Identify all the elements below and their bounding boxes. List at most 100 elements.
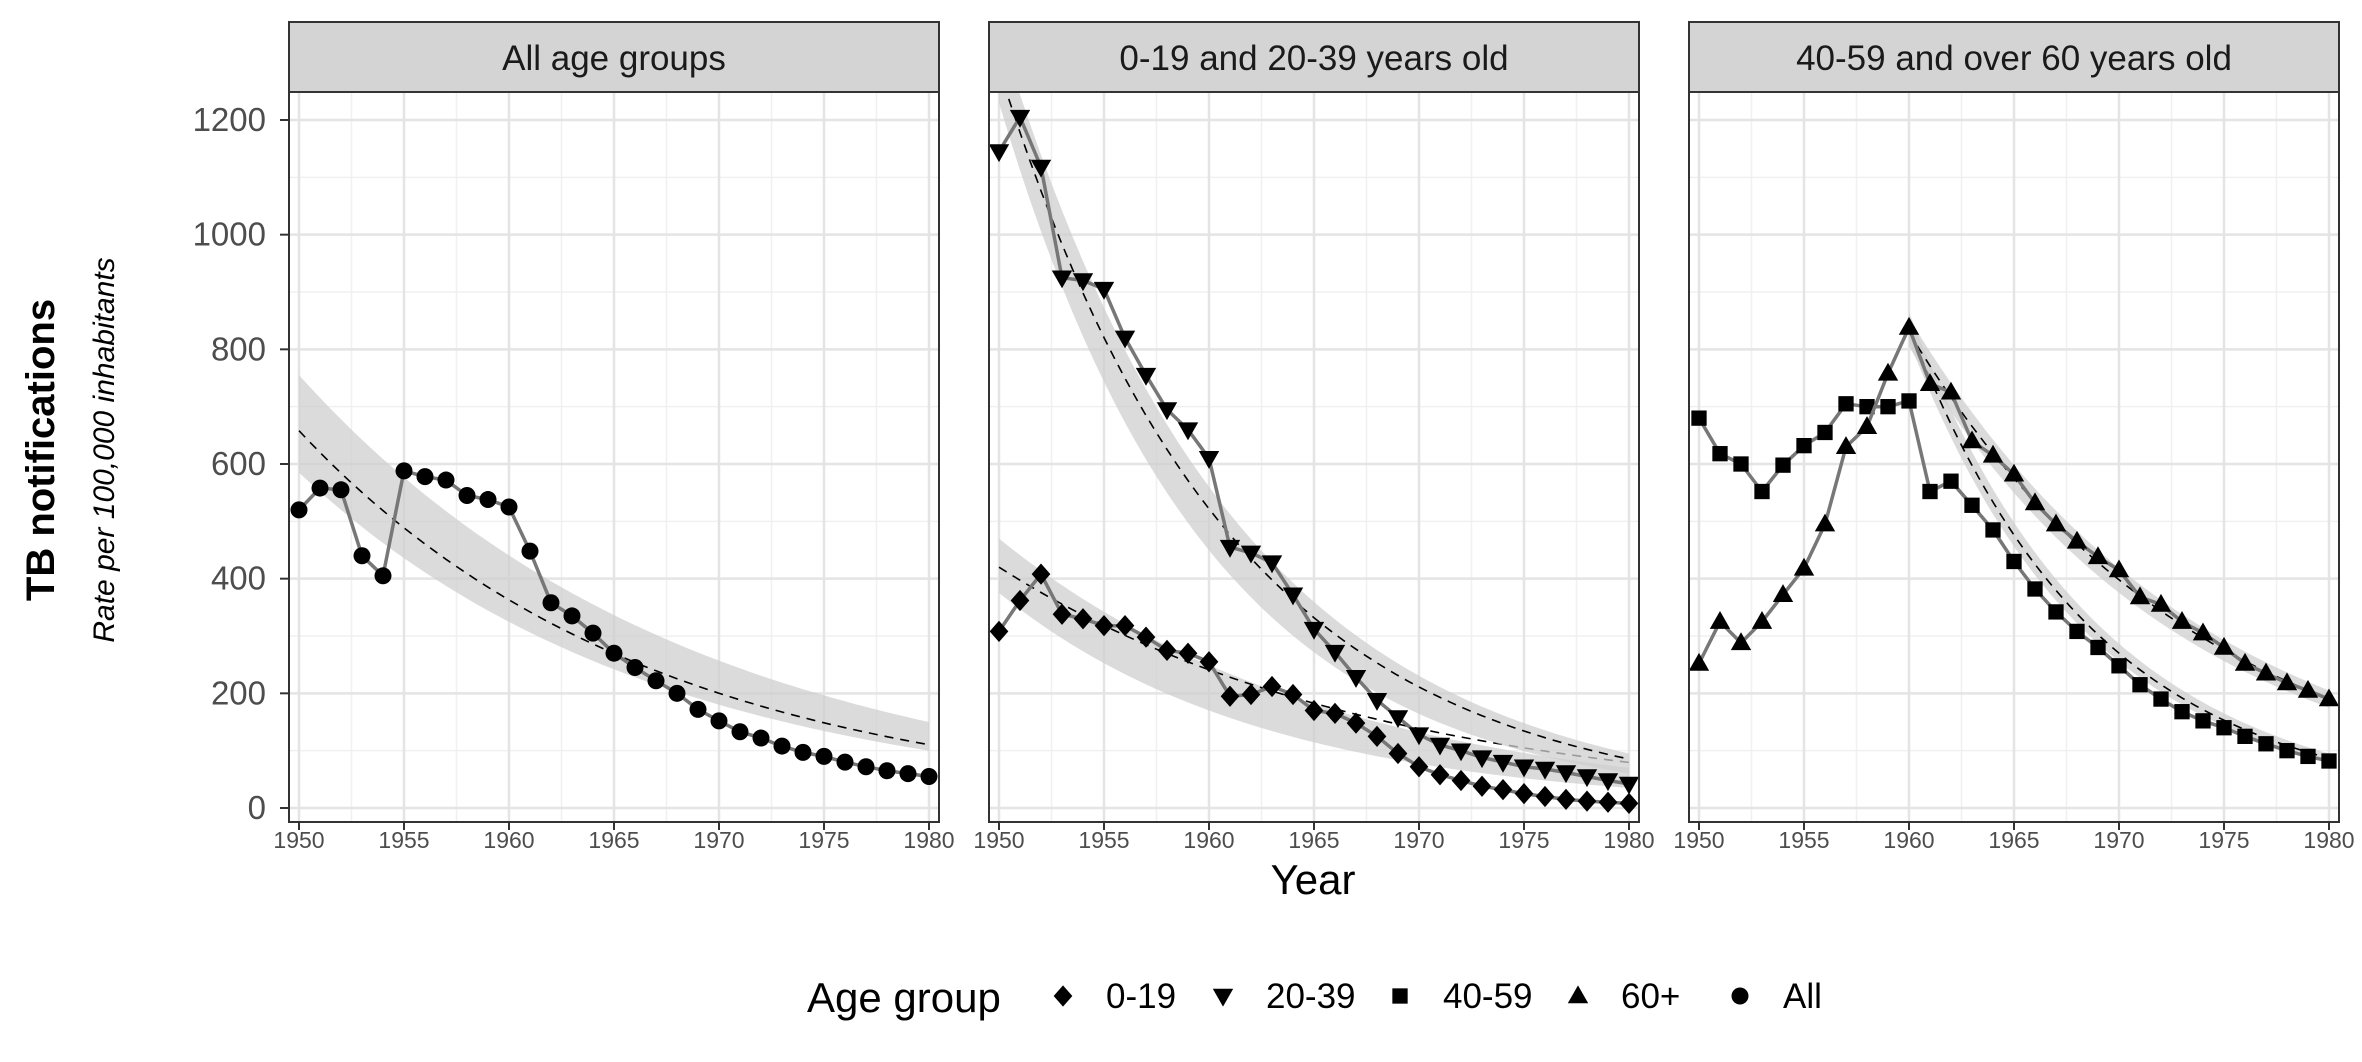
data-point-40-59-1980 [2321,753,2337,769]
data-point-60-1962 [1940,381,1962,400]
data-point-all-1950 [290,501,308,519]
legend-entry-40-59: 40-59 [1392,977,1533,1016]
data-point-60-1959 [1877,362,1899,381]
x-tick-label-1960: 1960 [1883,827,1934,853]
data-point-60-1977 [2255,662,2277,681]
data-point-40-59-1954 [1775,457,1791,473]
data-point-20-39-1964 [1282,587,1304,606]
data-point-20-39-1976 [1534,761,1556,780]
x-tick-label-1965: 1965 [1288,827,1339,853]
data-point-0-19-1977 [1556,788,1576,811]
y-axis-title-group: TB notifications Rate per 100,000 inhabi… [19,257,121,642]
data-point-0-19-1978 [1577,790,1597,812]
legend-label-all: All [1783,977,1822,1016]
legend-label-20-39: 20-39 [1266,977,1356,1016]
x-tick-label-1950: 1950 [1673,827,1724,853]
data-point-60-1966 [2024,492,2046,511]
data-point-0-19-1965 [1304,699,1324,722]
data-point-40-59-1969 [2090,639,2106,656]
x-tick-label-1960: 1960 [483,827,534,853]
data-point-0-19-1963 [1262,675,1282,698]
data-point-all-1973 [773,737,791,755]
facet-strip [288,21,940,93]
legend-key-60 [1567,985,1589,1004]
data-point-0-19-1953 [1052,603,1072,625]
data-point-60-1974 [2192,622,2214,641]
series-0-19 [989,538,1639,815]
data-point-60-1970 [2108,559,2130,578]
data-point-40-59-1972 [2153,691,2169,707]
x-tick-label-1950: 1950 [973,827,1024,853]
data-point-20-39-1972 [1450,743,1472,762]
data-point-all-1955 [395,462,413,480]
fit-line-20-39 [1005,92,1630,760]
facet-strip-label: 0-19 and 20-39 years old [1119,39,1508,78]
data-point-40-59-1968 [2069,623,2085,640]
data-point-20-39-1978 [1576,769,1598,788]
series-all [290,375,938,785]
data-point-40-59-1975 [2216,720,2232,736]
panel-grid [289,92,939,822]
data-point-60-1954 [1772,584,1794,602]
data-point-0-19-1971 [1430,764,1450,786]
data-point-0-19-1968 [1367,725,1387,747]
data-point-all-1970 [710,712,728,730]
x-tick-label-1980: 1980 [2303,827,2354,853]
data-point-60-1980 [2318,688,2339,707]
data-point-20-39-1965 [1303,621,1325,640]
legend-entry-0-19: 0-19 [1053,977,1176,1016]
data-point-40-59-1955 [1796,438,1812,454]
data-point-60-1958 [1856,416,1878,434]
legend-label-40-59: 40-59 [1443,977,1533,1016]
facet-strip [988,21,1640,93]
data-point-20-39-1955 [1093,281,1115,300]
x-axis-title: Year [1271,856,1356,903]
legend-key-all [1731,987,1749,1005]
data-point-60-1978 [2276,672,2298,691]
data-point-20-39-1951 [1009,109,1031,128]
data-point-all-1962 [542,594,560,612]
data-point-all-1958 [458,487,476,505]
data-point-0-19-1970 [1409,756,1429,778]
y-axis-title: TB notifications [19,299,63,601]
data-point-0-19-1975 [1514,783,1534,805]
data-point-60-1961 [1919,373,1941,391]
x-tick-label-1965: 1965 [588,827,639,853]
y-tick-label-1200: 1200 [193,101,266,138]
data-point-0-19-1969 [1388,742,1408,765]
data-point-all-1979 [899,765,917,783]
data-point-40-59-1964 [1985,522,2001,538]
data-point-40-59-1973 [2174,704,2190,720]
fit-line-40-59 [1908,326,2330,759]
data-point-40-59-1977 [2258,736,2274,752]
data-point-20-39-1962 [1240,545,1262,564]
data-point-40-59-1966 [2027,581,2043,597]
facet-strip-label: 40-59 and over 60 years old [1796,39,2232,78]
x-tick-label-1955: 1955 [1778,827,1829,853]
x-tick-label-1970: 1970 [693,827,744,853]
y-tick-labels: 0 200 400 600 800 1000 1200 [193,101,289,826]
data-point-all-1972 [752,729,770,747]
data-point-all-1980 [920,767,938,785]
data-point-40-59-1978 [2279,743,2295,759]
data-point-0-19-1973 [1472,775,1492,797]
data-point-20-39-1960 [1198,451,1220,469]
data-point-0-19-1956 [1115,615,1135,637]
data-point-20-39-1974 [1492,754,1514,773]
y-tick-label-800: 800 [211,330,266,367]
data-point-60-1956 [1814,513,1836,532]
data-point-all-1978 [878,762,896,780]
data-point-0-19-1954 [1073,608,1093,630]
series-20-39 [989,92,1639,795]
data-point-60-1969 [2087,546,2109,565]
data-point-60-1952 [1730,632,1752,651]
data-point-40-59-1962 [1943,473,1959,489]
x-tick-label-1950: 1950 [273,827,324,853]
data-point-20-39-1966 [1324,644,1346,663]
panel-data [290,375,938,785]
data-point-20-39-1979 [1597,773,1619,792]
data-point-60-1965 [2003,463,2025,482]
data-point-0-19-1974 [1493,779,1513,801]
data-point-60-1953 [1751,611,1773,629]
y-tick-label-1000: 1000 [193,216,266,253]
